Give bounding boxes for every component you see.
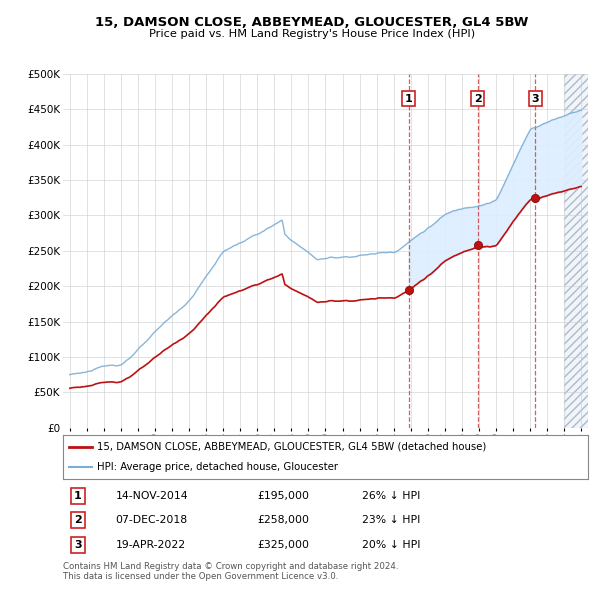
Text: 14-NOV-2014: 14-NOV-2014 xyxy=(115,491,188,501)
Text: 2: 2 xyxy=(473,94,481,103)
Text: 1: 1 xyxy=(74,491,82,501)
Text: £195,000: £195,000 xyxy=(257,491,309,501)
Bar xyxy=(564,74,590,428)
Text: 1: 1 xyxy=(404,94,412,103)
Text: £325,000: £325,000 xyxy=(257,540,309,550)
Text: 15, DAMSON CLOSE, ABBEYMEAD, GLOUCESTER, GL4 5BW (detached house): 15, DAMSON CLOSE, ABBEYMEAD, GLOUCESTER,… xyxy=(97,442,487,452)
Text: 23% ↓ HPI: 23% ↓ HPI xyxy=(362,515,421,525)
Text: 15, DAMSON CLOSE, ABBEYMEAD, GLOUCESTER, GL4 5BW: 15, DAMSON CLOSE, ABBEYMEAD, GLOUCESTER,… xyxy=(95,16,529,29)
Text: 19-APR-2022: 19-APR-2022 xyxy=(115,540,185,550)
Bar xyxy=(564,74,590,428)
Text: This data is licensed under the Open Government Licence v3.0.: This data is licensed under the Open Gov… xyxy=(63,572,338,581)
Text: 2: 2 xyxy=(74,515,82,525)
Text: HPI: Average price, detached house, Gloucester: HPI: Average price, detached house, Glou… xyxy=(97,462,338,471)
Text: 3: 3 xyxy=(74,540,82,550)
Text: Contains HM Land Registry data © Crown copyright and database right 2024.: Contains HM Land Registry data © Crown c… xyxy=(63,562,398,571)
Text: 07-DEC-2018: 07-DEC-2018 xyxy=(115,515,188,525)
Text: 3: 3 xyxy=(532,94,539,103)
Text: £258,000: £258,000 xyxy=(257,515,309,525)
Text: 26% ↓ HPI: 26% ↓ HPI xyxy=(362,491,421,501)
Text: Price paid vs. HM Land Registry's House Price Index (HPI): Price paid vs. HM Land Registry's House … xyxy=(149,30,475,39)
Text: 20% ↓ HPI: 20% ↓ HPI xyxy=(362,540,421,550)
